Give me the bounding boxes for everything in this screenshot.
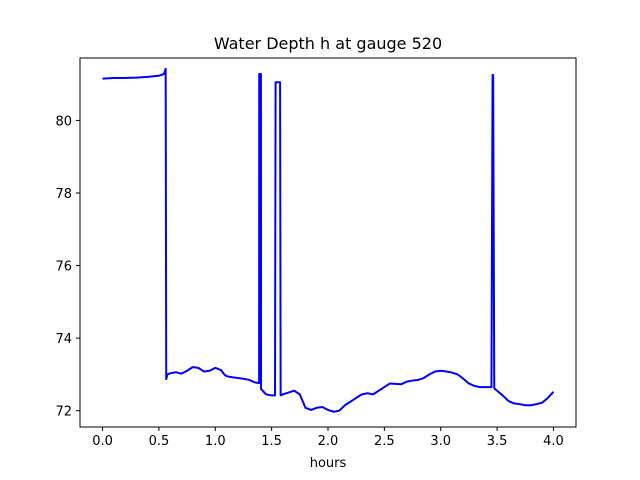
- x-tick-label: 1.5: [261, 434, 282, 449]
- x-tick-label: 4.0: [543, 434, 564, 449]
- y-tick-label: 74: [55, 332, 72, 347]
- chart-title: Water Depth h at gauge 520: [214, 34, 442, 53]
- plot-frame: [79, 57, 577, 428]
- x-tick-label: 3.5: [487, 434, 508, 449]
- x-axis-label: hours: [310, 456, 347, 471]
- x-axis: 0.0 0.5 1.0 1.5 2.0 2.5 3.0 3.5 4.0: [92, 427, 564, 449]
- y-tick-label: 76: [55, 260, 72, 275]
- x-tick-label: 0.5: [149, 434, 170, 449]
- y-tick-label: 72: [55, 405, 72, 420]
- x-tick-label: 3.0: [430, 434, 451, 449]
- x-tick-label: 1.0: [205, 434, 226, 449]
- x-tick-label: 2.0: [318, 434, 339, 449]
- x-tick-label: 2.5: [374, 434, 395, 449]
- series-line-1: [102, 67, 555, 413]
- y-tick-label: 78: [55, 187, 72, 202]
- plot-area: [102, 67, 555, 413]
- x-tick-label: 0.0: [92, 434, 113, 449]
- y-axis: 72 74 76 78 80: [55, 114, 80, 420]
- y-tick-label: 80: [55, 114, 72, 129]
